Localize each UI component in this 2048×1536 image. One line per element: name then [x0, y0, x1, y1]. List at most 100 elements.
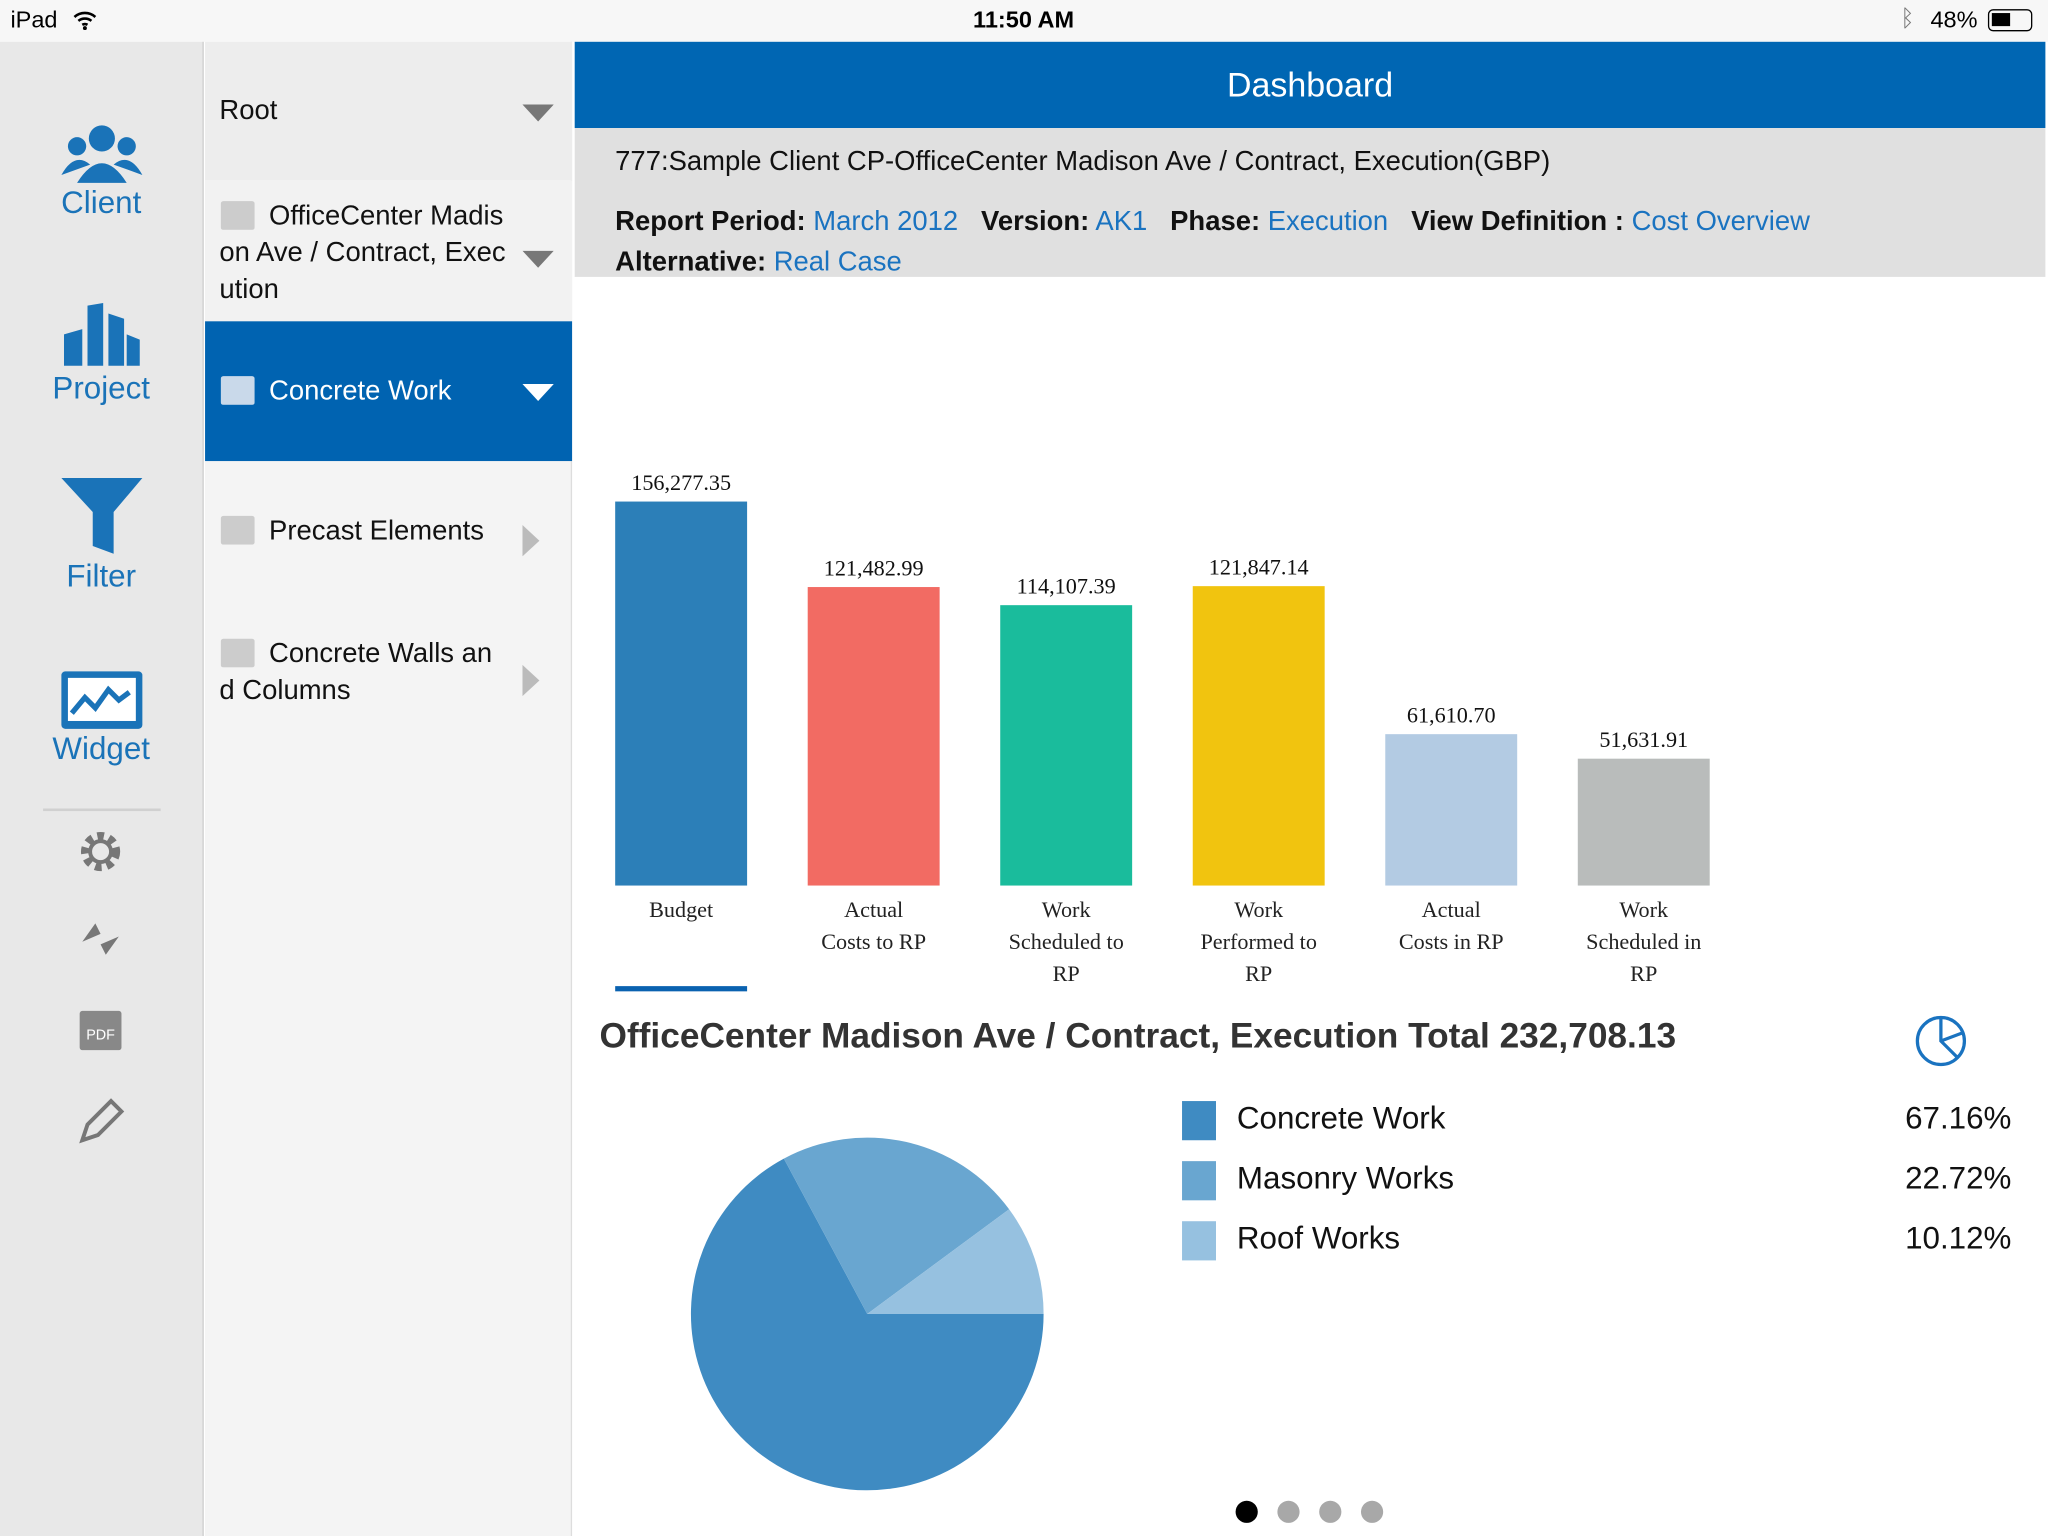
bar-category-label: RP: [1630, 961, 1657, 986]
version-label: Version:: [981, 206, 1090, 237]
page-dot[interactable]: [1360, 1500, 1384, 1523]
users-icon: [60, 125, 142, 183]
tree-node-project[interactable]: OfficeCenter Madison Ave / Contract, Exe…: [205, 180, 573, 322]
bar-category-label: Costs in RP: [1399, 929, 1504, 954]
bar-category-label: RP: [1245, 961, 1272, 986]
version-link[interactable]: AK1: [1095, 206, 1148, 237]
chart-widget-icon: [60, 671, 142, 729]
rail-label: Client: [61, 185, 142, 221]
legend-item[interactable]: Concrete Work 67.16%: [1182, 1101, 2012, 1141]
bar-category-label: Work: [1042, 897, 1092, 922]
tree-node-selected[interactable]: Concrete Work: [205, 321, 573, 462]
legend-label: Roof Works: [1236, 1221, 1401, 1257]
pie-title: OfficeCenter Madison Ave / Contract, Exe…: [599, 1016, 1677, 1056]
rail-label: Widget: [52, 731, 150, 767]
pencil-icon[interactable]: [72, 1091, 129, 1148]
folder-icon: [220, 638, 255, 668]
left-rail: Client Project Filter Widget PDF: [0, 41, 204, 1536]
phase-link[interactable]: Execution: [1267, 206, 1389, 237]
sync-icon[interactable]: [72, 910, 129, 967]
tree-node-root[interactable]: Root: [205, 41, 573, 181]
chevron-right-icon[interactable]: [522, 525, 540, 557]
tree-node-label: Concrete Work: [269, 376, 452, 407]
folder-icon: [220, 201, 255, 230]
bar-category-label: Budget: [649, 897, 714, 922]
tree-node-walls[interactable]: Concrete Walls and Columns: [205, 592, 572, 736]
rail-widget[interactable]: Widget: [0, 669, 202, 768]
context-path: 777:Sample Client CP-OfficeCenter Madiso…: [615, 146, 1551, 177]
pie-slice[interactable]: [867, 1209, 1044, 1314]
pdf-icon[interactable]: PDF: [72, 1003, 129, 1060]
dashboard: Dashboard 777:Sample Client CP-OfficeCen…: [574, 41, 2048, 1536]
tree-node-label: Root: [219, 95, 278, 126]
legend-item[interactable]: Masonry Works 22.72%: [1182, 1161, 2012, 1201]
rail-client[interactable]: Client: [0, 123, 202, 222]
rail-label: Project: [52, 370, 150, 407]
phase-label: Phase:: [1170, 206, 1261, 237]
bar[interactable]: [807, 587, 940, 886]
page-dot[interactable]: [1235, 1500, 1258, 1523]
bar[interactable]: [1192, 586, 1325, 886]
rail-filter[interactable]: Filter: [0, 475, 202, 595]
svg-text:PDF: PDF: [86, 1028, 115, 1044]
selected-bar-indicator: [615, 986, 748, 992]
battery-icon: [1987, 9, 2033, 32]
tree-node-precast[interactable]: Precast Elements: [205, 461, 572, 592]
tree-node-label: Concrete Walls and Columns: [219, 638, 493, 706]
folder-icon: [220, 376, 255, 405]
chevron-down-icon[interactable]: [522, 383, 554, 402]
wifi-icon: [73, 11, 97, 31]
view-definition-label: View Definition :: [1411, 206, 1624, 237]
pie-slice[interactable]: [783, 1137, 1010, 1314]
legend-label: Masonry Works: [1236, 1161, 1455, 1197]
device-label: iPad: [10, 6, 58, 33]
battery-percent: 48%: [1930, 6, 1978, 33]
page-dot[interactable]: [1319, 1500, 1342, 1523]
rail-label: Filter: [66, 559, 137, 595]
legend-percent: 67.16%: [1905, 1101, 2012, 1137]
alternative-label: Alternative:: [615, 246, 767, 277]
legend-swatch: [1182, 1221, 1216, 1261]
buildings-icon: [63, 303, 140, 366]
page-title: Dashboard: [574, 41, 2046, 128]
bar-category-label: Scheduled to: [1009, 929, 1124, 954]
legend-swatch: [1182, 1161, 1216, 1201]
legend-swatch: [1182, 1101, 1216, 1141]
report-period-label: Report Period:: [615, 206, 806, 237]
legend-item[interactable]: Roof Works 10.12%: [1182, 1221, 2012, 1261]
tree-node-label: OfficeCenter Madison Ave / Contract, Exe…: [219, 201, 506, 305]
bar-value-label: 114,107.39: [1017, 573, 1116, 598]
report-period-link[interactable]: March 2012: [813, 206, 959, 237]
bar-category-label: Performed to: [1200, 929, 1316, 954]
bluetooth-icon: ᛒ: [1900, 5, 1915, 32]
bar-category-label: Work: [1234, 897, 1284, 922]
bar[interactable]: [1385, 734, 1518, 886]
tree-panel: Root OfficeCenter Madison Ave / Contract…: [205, 41, 573, 1536]
bar-category-label: Work: [1619, 897, 1669, 922]
bar[interactable]: [1577, 758, 1710, 886]
chevron-down-icon[interactable]: [522, 104, 554, 122]
folder-icon: [220, 515, 255, 545]
tree-node-label: Precast Elements: [269, 515, 485, 546]
alternative-link[interactable]: Real Case: [773, 246, 902, 277]
funnel-icon: [60, 478, 142, 554]
report-info: 777:Sample Client CP-OfficeCenter Madiso…: [574, 127, 2046, 277]
chevron-down-icon[interactable]: [522, 250, 554, 269]
view-definition-link[interactable]: Cost Overview: [1631, 206, 1810, 237]
divider: [43, 808, 161, 812]
bar-value-label: 156,277.35: [631, 470, 731, 495]
bar-category-label: RP: [1053, 961, 1080, 986]
bar-category-label: Costs to RP: [821, 929, 926, 954]
bar[interactable]: [615, 501, 748, 886]
page-dot[interactable]: [1277, 1500, 1300, 1523]
rail-project[interactable]: Project: [0, 300, 202, 407]
bar[interactable]: [1000, 605, 1133, 886]
chevron-right-icon[interactable]: [522, 664, 540, 697]
legend-percent: 10.12%: [1905, 1221, 2012, 1257]
legend-percent: 22.72%: [1905, 1161, 2012, 1197]
pie-chart-toggle-icon[interactable]: [1915, 1015, 1967, 1067]
pie-slice[interactable]: [690, 1158, 1044, 1491]
gear-icon[interactable]: [72, 823, 129, 880]
